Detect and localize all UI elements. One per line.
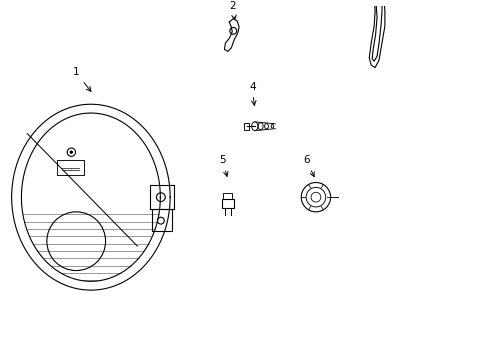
Text: 1: 1	[73, 67, 91, 91]
Bar	[223, 193, 232, 199]
Bar	[244, 123, 248, 130]
Bar	[222, 199, 233, 208]
Text: 2: 2	[229, 1, 236, 20]
Text: 5: 5	[219, 156, 227, 176]
Text: 3: 3	[0, 359, 1, 360]
Text: 4: 4	[248, 82, 256, 105]
Circle shape	[70, 151, 72, 153]
Text: 6: 6	[302, 156, 314, 177]
